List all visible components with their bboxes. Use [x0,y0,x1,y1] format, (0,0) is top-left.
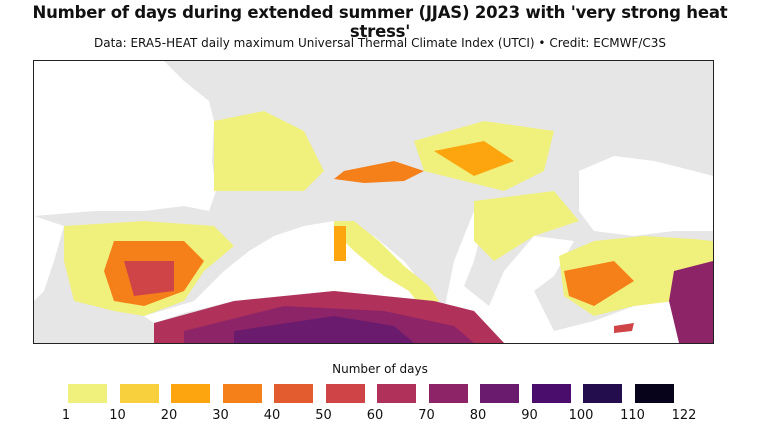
legend-tick: 1 [61,408,71,423]
hungary-hotspot [434,141,514,176]
legend-tick: 70 [418,408,435,423]
legend-tick: 10 [109,408,126,423]
legend-swatch [274,384,313,403]
legend-swatch [68,384,107,403]
legend-swatch [377,384,416,403]
map-canvas [34,61,713,343]
legend-swatch [428,384,468,403]
sahara-hottest [234,316,414,343]
cyprus [614,323,634,333]
legend-tick: 20 [160,408,178,423]
legend-tick: 60 [366,408,384,423]
legend-swatch [119,384,159,403]
atlantic-west [34,216,64,301]
italy [334,221,439,311]
map-title: Number of days during extended summer (J… [32,3,728,41]
map-subtitle: Data: ERA5-HEAT daily maximum Universal … [93,36,667,50]
legend-title: Number of days [332,362,428,376]
legend-swatch [171,384,210,403]
black-sea [579,156,713,236]
legend-tick: 100 [568,408,594,423]
legend-swatch [222,384,262,403]
iberia-hottest [124,261,174,296]
legend-tick: 122 [671,408,697,423]
legend-tick: 40 [263,408,281,423]
legend-tick: 50 [315,408,332,423]
turkey-west-hot [564,261,634,306]
sardinia [334,226,346,261]
balkans [474,191,579,261]
legend-swatch [531,384,571,403]
legend-tick: 30 [212,408,229,423]
legend-swatch [480,384,519,403]
po-valley [334,161,424,183]
legend-tick: 80 [469,408,487,423]
legend-swatch [634,384,674,403]
mediterranean-sea [144,211,713,343]
france [214,111,324,191]
britain [164,61,224,76]
middle-east-hot [669,261,713,343]
legend-tick: 110 [620,408,645,423]
legend-swatch [583,384,622,403]
heat-stress-map [33,60,714,344]
legend-tick: 90 [521,408,538,423]
legend-swatch [325,384,365,403]
atlantic-ocean [34,61,216,216]
